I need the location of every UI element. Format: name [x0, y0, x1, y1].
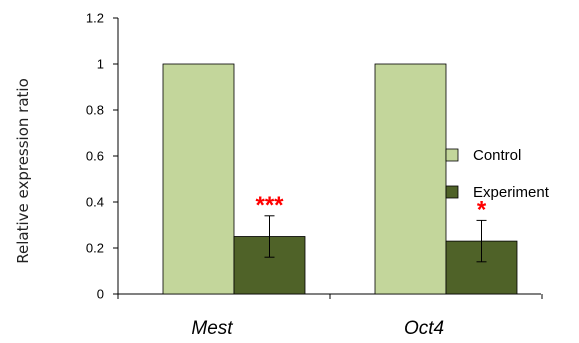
x-category-label: Oct4	[404, 318, 444, 339]
y-axis-label: Relative expression ratio	[14, 78, 32, 264]
significance-marker: *	[477, 196, 487, 223]
y-tick-label: 0.4	[86, 195, 104, 210]
legend-label-control: Control	[473, 147, 521, 164]
significance-marker: ***	[255, 192, 284, 219]
legend-swatch-control	[445, 148, 459, 162]
legend-swatch-experiment	[445, 185, 459, 199]
y-tick-label: 0.8	[86, 103, 104, 118]
y-tick-label: 1	[97, 57, 104, 72]
legend-label-experiment: Experiment	[473, 184, 550, 201]
legend: Control Experiment	[445, 147, 550, 201]
bar-control-mest	[162, 63, 235, 295]
y-tick-label: 1.2	[86, 11, 104, 26]
y-tick-label: 0	[97, 287, 104, 302]
y-tick-label: 0.6	[86, 149, 104, 164]
x-category-label: Mest	[191, 318, 233, 339]
bar-control-oct4	[374, 63, 447, 295]
y-tick-label: 0.2	[86, 241, 104, 256]
